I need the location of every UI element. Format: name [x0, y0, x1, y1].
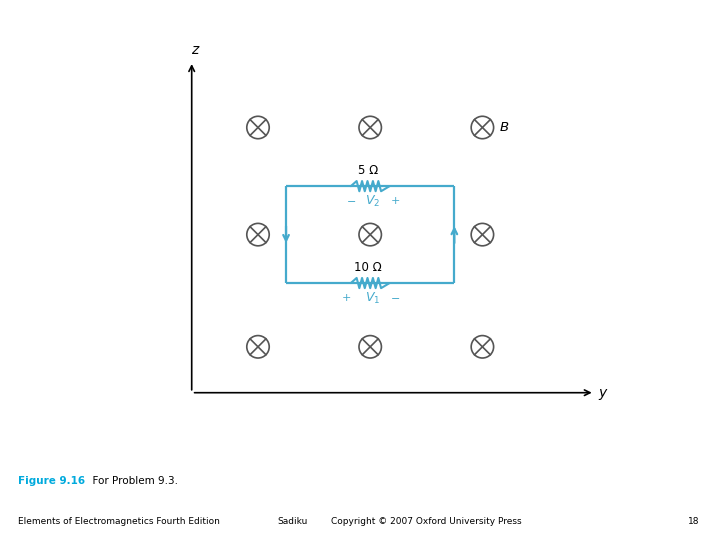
- Text: For Problem 9.3.: For Problem 9.3.: [86, 476, 179, 486]
- Text: $+$: $+$: [341, 292, 351, 303]
- Text: Copyright © 2007 Oxford University Press: Copyright © 2007 Oxford University Press: [331, 517, 522, 526]
- Text: Elements of Electromagnetics Fourth Edition: Elements of Electromagnetics Fourth Edit…: [18, 517, 220, 526]
- Text: Figure 9.16: Figure 9.16: [18, 476, 85, 486]
- Text: y: y: [599, 386, 607, 400]
- Text: 18: 18: [688, 517, 700, 526]
- Text: $V_1$: $V_1$: [365, 291, 380, 306]
- Text: Sadiku: Sadiku: [277, 517, 307, 526]
- Text: z: z: [191, 43, 198, 57]
- Text: B: B: [500, 121, 509, 134]
- Text: 5 Ω: 5 Ω: [358, 164, 378, 177]
- Text: $V_2$: $V_2$: [365, 194, 380, 210]
- Text: $-$: $-$: [346, 195, 356, 205]
- Text: 10 Ω: 10 Ω: [354, 261, 382, 274]
- Text: $-$: $-$: [390, 292, 400, 302]
- Text: $+$: $+$: [390, 195, 400, 206]
